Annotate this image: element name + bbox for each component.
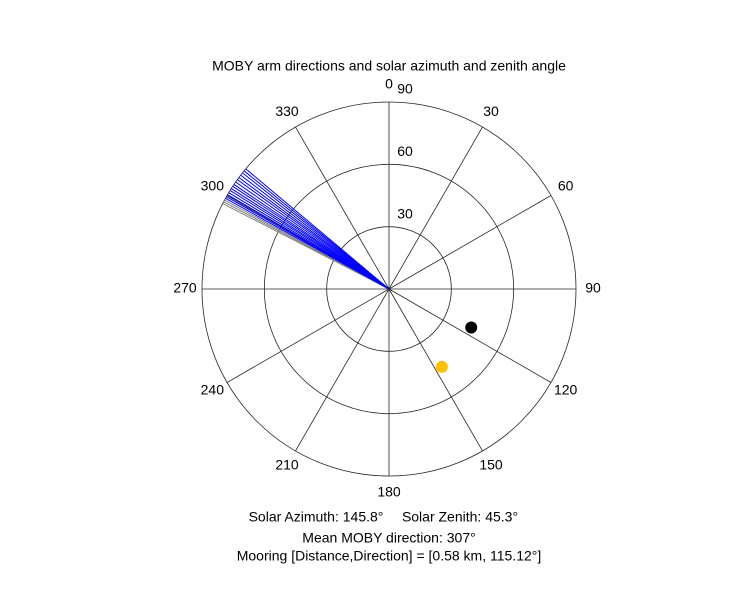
theta-tick-label: 0	[385, 76, 393, 92]
theta-tick-label: 180	[377, 484, 401, 500]
grid-spoke	[388, 126, 483, 290]
theta-tick-label: 300	[201, 178, 225, 194]
theta-tick-label: 330	[275, 103, 299, 119]
r-tick-label: 90	[397, 81, 413, 97]
theta-tick-label: 60	[558, 178, 574, 194]
annotation: Solar Zenith: 45.3°	[402, 509, 518, 525]
theta-tick-label: 270	[173, 280, 197, 296]
annotation: Mooring [Distance,Direction] = [0.58 km,…	[237, 548, 542, 564]
theta-tick-label: 210	[275, 456, 299, 472]
theta-tick-label: 30	[483, 103, 499, 119]
annotation: Solar Azimuth: 145.8°	[249, 509, 384, 525]
theta-tick-label: 120	[554, 382, 578, 398]
r-tick-label: 30	[397, 205, 413, 221]
point-marker	[435, 360, 448, 373]
grid-spoke	[295, 126, 390, 290]
theta-tick-label: 90	[585, 280, 601, 296]
arm-direction	[245, 168, 390, 290]
r-tick-label: 60	[397, 143, 413, 159]
point-marker	[465, 321, 478, 334]
grid-spoke	[226, 288, 390, 383]
chart-title: MOBY arm directions and solar azimuth an…	[212, 58, 566, 74]
annotation: Mean MOBY direction: 307°	[302, 530, 475, 546]
theta-tick-label: 150	[479, 456, 503, 472]
grid-spoke	[388, 288, 483, 452]
grid-spoke	[295, 288, 390, 452]
grid-spoke	[388, 195, 552, 290]
grid-spoke	[388, 288, 552, 383]
theta-tick-label: 240	[201, 382, 225, 398]
